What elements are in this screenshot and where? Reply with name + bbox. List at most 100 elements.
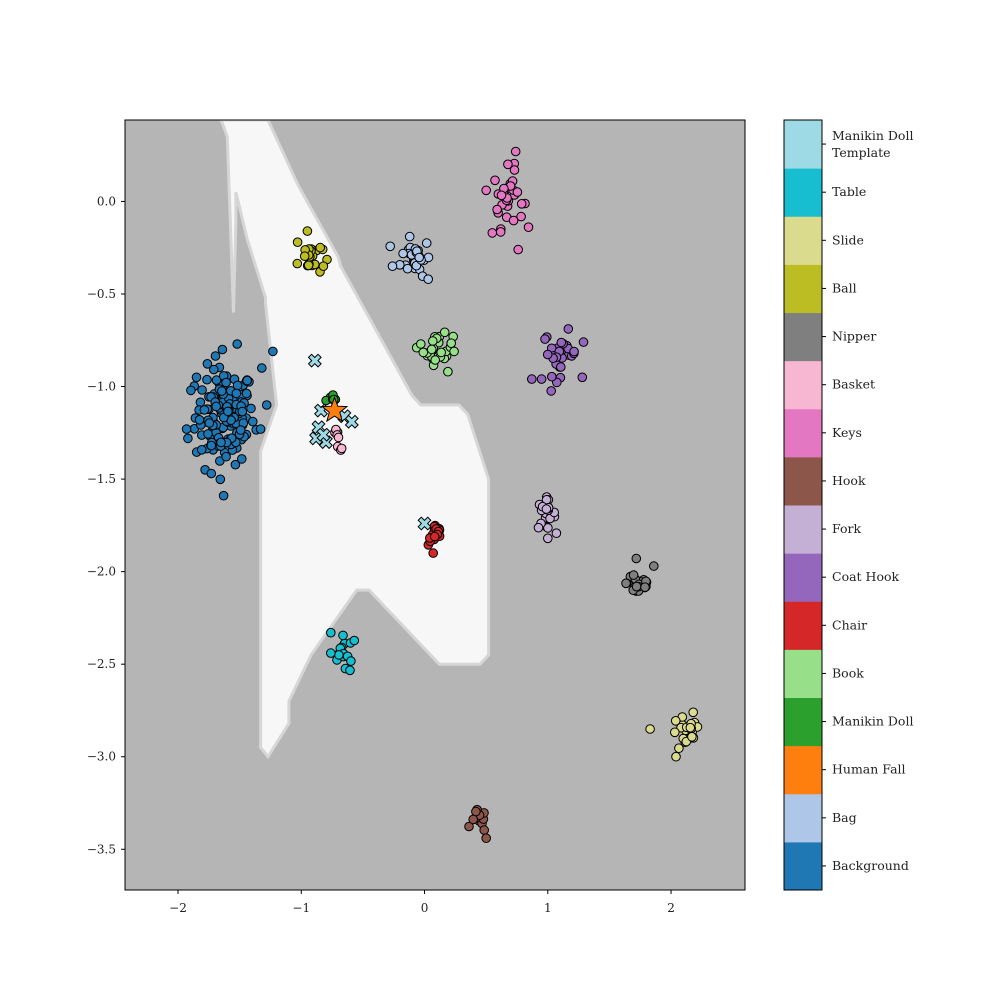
data-point [202, 359, 213, 369]
data-point [218, 490, 229, 501]
data-point [556, 362, 566, 372]
data-point [418, 347, 429, 358]
data-point [204, 418, 215, 428]
data-point [241, 388, 252, 399]
data-point [510, 146, 521, 157]
template-marker [307, 353, 322, 368]
colorbar-label: Table [832, 184, 866, 199]
data-point [487, 228, 498, 238]
data-point [496, 190, 507, 201]
data-point [513, 244, 524, 255]
data-point [196, 445, 207, 455]
data-point [546, 386, 557, 396]
x-tick-label: −1 [292, 901, 310, 915]
data-point [577, 372, 588, 383]
colorbar-label: Coat Hook [832, 569, 899, 584]
x-tick-label: 2 [667, 901, 675, 915]
plot-frame [124, 119, 746, 891]
data-point [523, 222, 534, 232]
data-point [429, 531, 440, 542]
data-point [688, 707, 699, 718]
y-tick-label: −1.5 [87, 472, 116, 486]
data-point [464, 821, 474, 832]
series-chair [423, 520, 445, 558]
y-axis: 0.0 −0.5 −1.0 −1.5 −2.0 −2.5 −3.0 −3.5 [87, 194, 125, 856]
data-point [326, 648, 336, 658]
data-point [449, 346, 459, 357]
data-point [479, 825, 490, 835]
data-point [578, 337, 589, 347]
colorbar-swatch [784, 841, 822, 891]
series-nipper [621, 553, 659, 596]
data-point [235, 425, 246, 435]
data-point [540, 334, 550, 344]
y-tick-label: 0.0 [97, 194, 116, 208]
data-point [649, 561, 659, 571]
data-point [628, 570, 639, 580]
data-point [492, 204, 502, 215]
data-point [533, 522, 544, 533]
colorbar-label: Ball [832, 280, 857, 295]
template-marker [344, 414, 359, 429]
data-point [246, 403, 256, 414]
template-marker [316, 427, 331, 442]
data-point [631, 581, 642, 592]
series-background [181, 339, 278, 501]
colorbar-swatch [784, 456, 822, 506]
data-point [221, 377, 231, 388]
data-point [671, 751, 681, 762]
colorbar-swatch [784, 120, 822, 169]
data-point [446, 338, 457, 349]
data-point [199, 405, 210, 415]
data-point [221, 451, 231, 462]
data-point [255, 424, 266, 434]
data-point [318, 261, 329, 272]
y-tick-label: −3.5 [87, 842, 116, 856]
data-point [338, 630, 348, 641]
data-point [481, 833, 492, 844]
data-point [203, 429, 213, 439]
data-point [206, 468, 217, 479]
data-point [216, 437, 226, 448]
data-point [471, 806, 481, 817]
series-hook [464, 804, 492, 844]
data-point [547, 371, 557, 382]
series-basket [330, 424, 347, 455]
data-point [674, 743, 684, 754]
data-point [542, 349, 553, 360]
data-point [423, 274, 434, 285]
series-table [326, 627, 360, 676]
y-tick-label: −2.5 [87, 657, 116, 671]
data-point [503, 159, 513, 170]
data-point [527, 374, 537, 384]
data-point [508, 215, 519, 226]
colorbar-swatch [784, 216, 822, 265]
data-point [315, 242, 326, 253]
data-point [640, 582, 650, 593]
data-point [326, 627, 336, 638]
x-tick-label: 1 [544, 901, 552, 915]
data-point [509, 165, 520, 175]
data-point [670, 727, 680, 738]
data-point [495, 227, 506, 237]
series-keys [481, 146, 534, 255]
data-point [232, 339, 242, 349]
series-fork [533, 492, 562, 544]
colorbar-label: Fork [832, 521, 861, 536]
colorbar-label: Bag [832, 810, 857, 825]
data-point [490, 175, 500, 186]
data-point [551, 528, 562, 539]
colorbar-swatch [784, 264, 822, 314]
data-point [631, 553, 642, 564]
colorbar-label: Slide [832, 232, 864, 247]
y-tick-label: −2.0 [87, 565, 116, 579]
data-point [345, 665, 355, 676]
y-tick-label: −1.0 [87, 380, 116, 394]
data-point [237, 454, 247, 464]
colorbar-label: Human Fall [832, 762, 906, 777]
data-point [468, 814, 479, 825]
data-point [181, 424, 192, 434]
data-point [210, 351, 221, 361]
data-point [191, 372, 202, 383]
data-point [414, 252, 425, 263]
